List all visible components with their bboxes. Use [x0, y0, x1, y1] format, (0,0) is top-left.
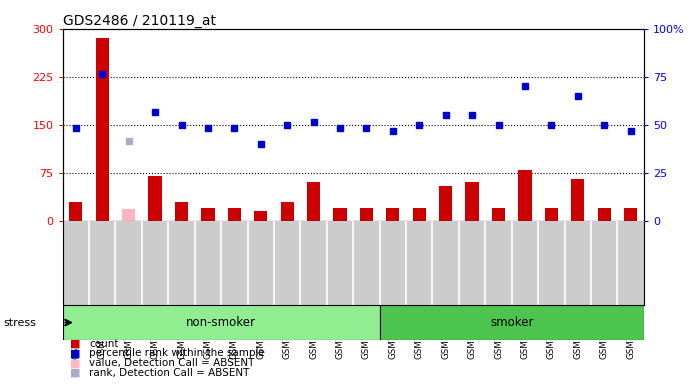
Bar — [439, 185, 452, 221]
Bar — [571, 179, 585, 221]
Bar — [333, 208, 347, 221]
Bar — [148, 176, 161, 221]
Text: ■: ■ — [70, 349, 80, 359]
Bar — [228, 208, 241, 221]
Bar — [122, 209, 135, 221]
Text: value, Detection Call = ABSENT: value, Detection Call = ABSENT — [89, 358, 255, 368]
Bar — [254, 211, 267, 221]
Bar — [175, 202, 188, 221]
Text: percentile rank within the sample: percentile rank within the sample — [89, 349, 265, 359]
Text: GDS2486 / 210119_at: GDS2486 / 210119_at — [63, 14, 216, 28]
Text: smoker: smoker — [490, 316, 533, 329]
Bar — [545, 208, 558, 221]
Text: ■: ■ — [70, 368, 80, 378]
Bar — [307, 182, 320, 221]
Text: ■: ■ — [70, 339, 80, 349]
Bar — [201, 208, 214, 221]
Bar — [69, 202, 82, 221]
Text: ■: ■ — [70, 358, 80, 368]
Text: non-smoker: non-smoker — [186, 316, 256, 329]
Text: rank, Detection Call = ABSENT: rank, Detection Call = ABSENT — [89, 368, 249, 378]
Text: stress: stress — [3, 318, 36, 328]
Bar — [598, 208, 611, 221]
Bar — [386, 208, 400, 221]
Bar — [466, 182, 479, 221]
Bar — [624, 208, 638, 221]
Bar — [360, 208, 373, 221]
Bar — [492, 208, 505, 221]
Bar — [63, 305, 379, 340]
Text: count: count — [89, 339, 118, 349]
Bar — [519, 170, 532, 221]
Bar — [280, 202, 294, 221]
Bar — [379, 305, 644, 340]
Bar — [95, 38, 109, 221]
Bar — [413, 208, 426, 221]
